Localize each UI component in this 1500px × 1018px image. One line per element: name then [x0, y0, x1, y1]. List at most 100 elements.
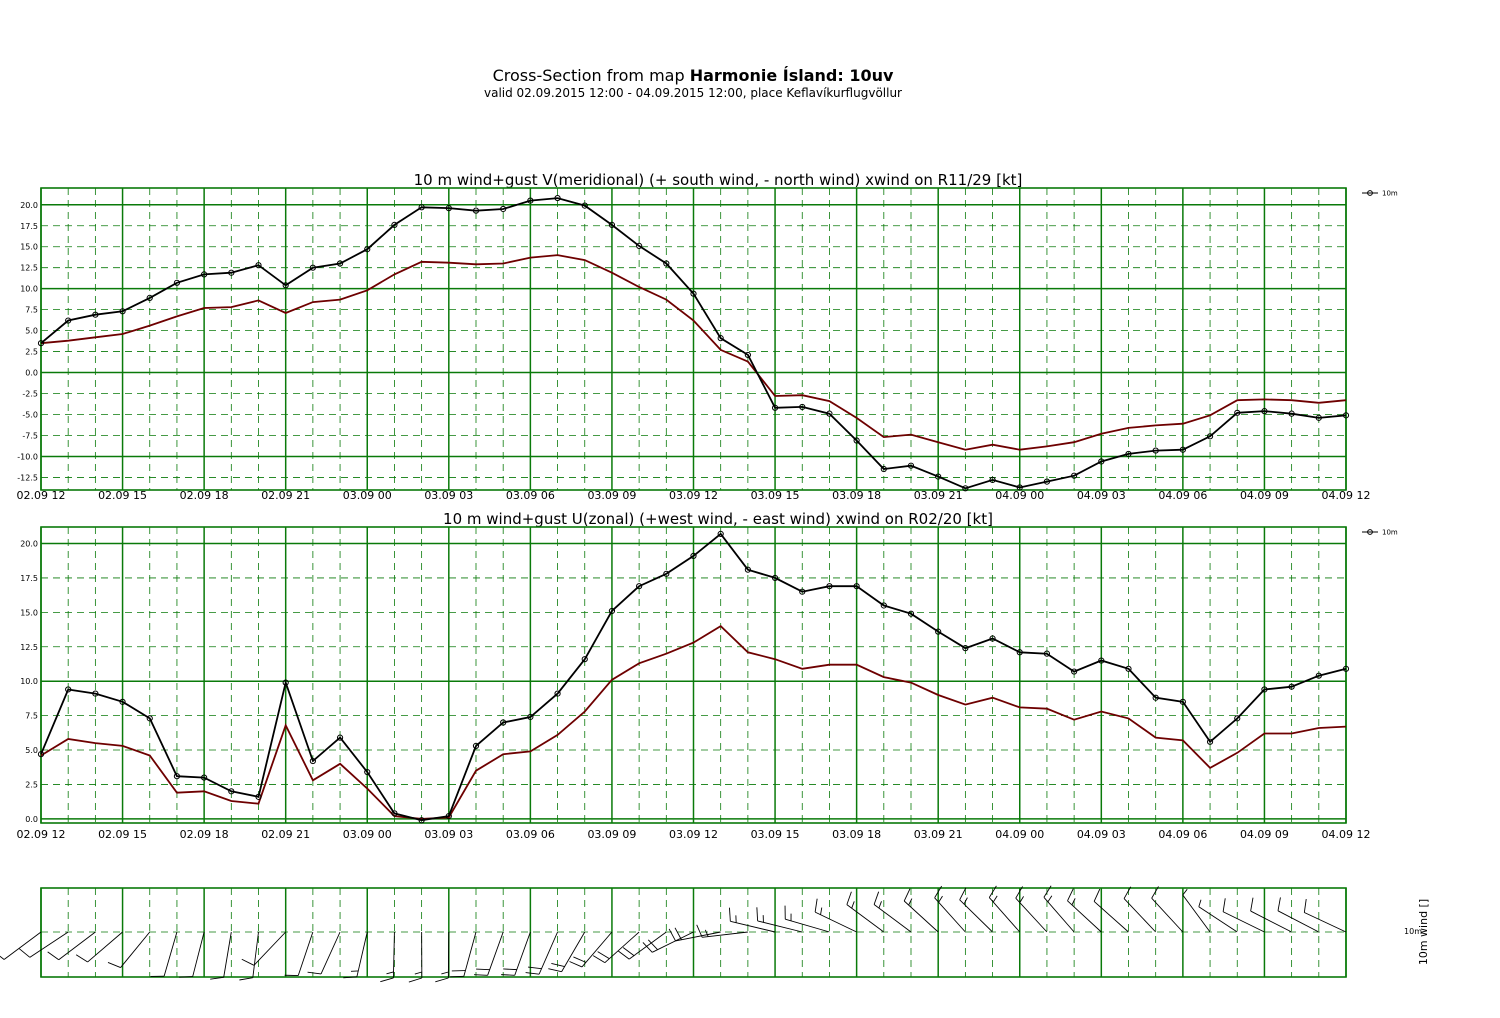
wind-barb-feather	[592, 955, 606, 964]
zonal-x-tick-label: 02.09 15	[98, 828, 147, 841]
zonal-mean-point	[962, 645, 969, 652]
wind-barb-shaft	[87, 931, 123, 963]
zonal-x-tick-label: 03.09 09	[587, 828, 636, 841]
meridional-x-tick-label: 03.09 06	[506, 489, 555, 502]
wind-barb-shaft	[120, 931, 151, 968]
wind-barb-feather	[548, 968, 562, 973]
zonal-mean-point	[636, 583, 643, 590]
meridional-y-tick-label: -7.5	[22, 431, 38, 440]
meridional-mean-point	[1071, 472, 1078, 479]
wind-barb-half-feather	[908, 898, 913, 906]
zonal-x-tick-label: 03.09 00	[343, 828, 392, 841]
meridional-mean-point	[65, 317, 72, 324]
wind-barb-feather	[408, 977, 422, 983]
meridional-x-tick-label: 02.09 18	[180, 489, 229, 502]
wind-barb-shaft	[1043, 896, 1075, 933]
zonal-gust-line	[40, 624, 1347, 820]
wind-barb-feather	[959, 887, 967, 901]
wind-barb-feather	[1250, 897, 1254, 912]
figure-title-prefix: Cross-Section from map	[492, 66, 690, 85]
wind-barb-feather	[988, 885, 997, 898]
wind-barb-shaft	[3, 931, 42, 960]
meridional-mean-point	[799, 403, 806, 411]
zonal-mean-point	[690, 552, 697, 560]
figure-title-bold: Harmonie Ísland: 10uv	[689, 66, 894, 85]
meridional-mean-point	[608, 221, 616, 229]
zonal-wind-panel: 10 m wind+gust U(zonal) (+west wind, - e…	[17, 510, 1398, 841]
meridional-y-tick-label: -5.0	[22, 411, 38, 420]
meridional-x-tick-label: 03.09 12	[669, 489, 718, 502]
wind-barb-feather	[1093, 888, 1101, 902]
zonal-mean-point	[119, 698, 126, 705]
meridional-gust-line	[40, 254, 1347, 451]
meridional-mean-point	[826, 410, 833, 417]
wind-barb-shaft	[730, 920, 776, 933]
zonal-mean-point	[554, 690, 561, 697]
meridional-frame	[40, 187, 1347, 491]
wind-barb-shaft	[163, 931, 178, 977]
meridional-mean-point	[1016, 484, 1023, 491]
wind-barb-shaft	[1151, 897, 1184, 933]
wind-barb-feather	[47, 951, 59, 961]
wind-barb-shaft	[1015, 897, 1048, 933]
meridional-y-tick-label: -2.5	[22, 390, 38, 399]
zonal-mean-point	[1098, 657, 1105, 664]
wind-barb-half-feather	[414, 971, 422, 975]
meridional-y-tick-label: 17.5	[20, 222, 38, 231]
wind-barb-shaft	[538, 931, 558, 975]
wind-barb-feather	[210, 976, 224, 980]
zonal-x-tick-label: 04.09 09	[1240, 828, 1289, 841]
meridional-mean-point	[744, 351, 751, 359]
meridional-mean-point	[255, 262, 262, 269]
wind-barb-feather	[622, 947, 635, 956]
meridional-mean-point	[1125, 450, 1132, 458]
meridional-y-tick-label: -12.5	[17, 473, 38, 482]
meridional-mean-point	[391, 221, 398, 229]
zonal-x-tick-label: 04.09 06	[1158, 828, 1207, 841]
wind-barb-half-feather	[963, 897, 968, 905]
zonal-mean-point	[527, 713, 534, 721]
wind-barb-feather	[1222, 898, 1226, 912]
meridional-x-tick-label: 04.09 06	[1158, 489, 1207, 502]
zonal-mean-point	[1315, 672, 1322, 679]
wind-barb-half-feather	[704, 929, 709, 937]
meridional-x-tick-label: 03.09 21	[914, 489, 963, 502]
wind-barb-shaft	[253, 931, 287, 966]
zonal-mean-point	[500, 719, 507, 726]
zonal-mean-point	[717, 530, 724, 537]
zonal-mean-point	[1179, 698, 1186, 705]
wind-barb-feather	[501, 974, 515, 976]
zonal-y-tick-label: 15.0	[20, 608, 38, 617]
meridional-x-tick-label: 03.09 09	[587, 489, 636, 502]
wind-barb-shaft	[785, 918, 830, 933]
meridional-mean-point	[92, 311, 99, 318]
meridional-y-tick-label: 15.0	[20, 243, 38, 252]
meridional-x-tick-label: 03.09 03	[424, 489, 473, 502]
meridional-mean-point	[989, 476, 996, 484]
zonal-mean-point	[826, 583, 833, 590]
wind-barb-feather	[476, 968, 490, 971]
meridional-x-tick-label: 04.09 03	[1077, 489, 1126, 502]
wind-barb-feather	[307, 971, 322, 975]
wind-barb-feather	[107, 961, 121, 968]
wind-barb-feather	[239, 977, 253, 981]
zonal-x-tick-label: 04.09 03	[1077, 828, 1126, 841]
wind-barb-feather	[617, 950, 630, 960]
wind-barb-shaft	[223, 931, 232, 978]
meridional-x-tick-label: 04.09 09	[1240, 489, 1289, 502]
wind-barb-half-feather	[0, 955, 5, 960]
wind-barb-feather	[846, 891, 852, 905]
zonal-y-tick-label: 7.5	[25, 712, 38, 721]
zonal-mean-point	[65, 686, 72, 693]
meridional-y-tick-label: 5.0	[25, 327, 38, 336]
wind-barb-panel: 10m 10m wind []	[0, 885, 1430, 983]
wind-barb-shaft	[675, 931, 721, 942]
zonal-y-tick-label: 0.0	[25, 815, 38, 824]
wind-barb-shaft	[1222, 911, 1265, 933]
zonal-mean-point	[201, 774, 208, 781]
zonal-mean-point	[880, 602, 887, 609]
meridional-mean-point	[962, 485, 969, 492]
zonal-mean-point	[1071, 668, 1078, 675]
wind-barb-feather	[668, 928, 676, 942]
wind-barb-half-feather	[441, 971, 449, 975]
